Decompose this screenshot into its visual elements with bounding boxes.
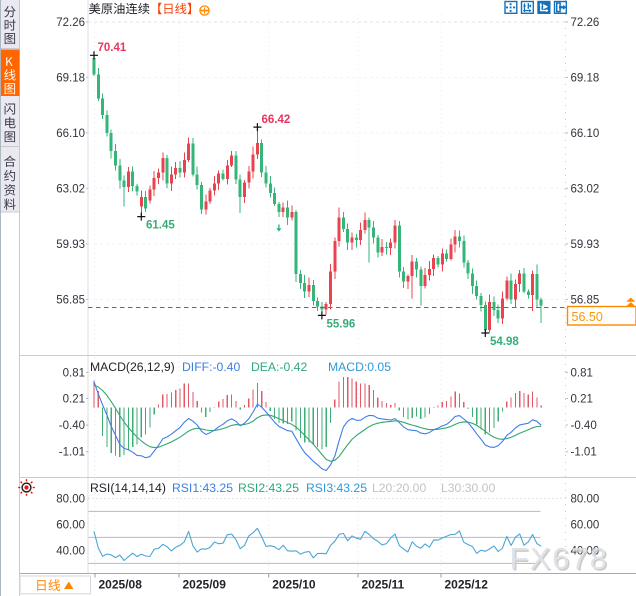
svg-text:FX678: FX678 (510, 541, 609, 576)
svg-text:0.81: 0.81 (571, 367, 593, 379)
svg-text:69.18: 69.18 (56, 72, 85, 84)
svg-text:FX678: FX678 (511, 543, 610, 578)
svg-text:72.26: 72.26 (571, 17, 600, 29)
svg-text:MACD(26,12,9): MACD(26,12,9) (90, 360, 175, 374)
svg-text:RSI(14,14,14): RSI(14,14,14) (90, 481, 166, 495)
svg-text:60.00: 60.00 (571, 519, 600, 531)
svg-text:RSI1:43.25: RSI1:43.25 (172, 481, 233, 495)
svg-text:63.02: 63.02 (571, 183, 600, 195)
svg-text:69.18: 69.18 (571, 72, 600, 84)
svg-text:2025/12: 2025/12 (445, 578, 489, 592)
svg-text:L20:20.00: L20:20.00 (372, 481, 426, 495)
svg-text:2025/09: 2025/09 (183, 578, 227, 592)
svg-text:66.10: 66.10 (56, 128, 85, 140)
svg-text:70.41: 70.41 (98, 42, 127, 54)
svg-text:40.00: 40.00 (571, 545, 600, 557)
svg-text:56.85: 56.85 (56, 294, 85, 306)
svg-text:L30:30.00: L30:30.00 (441, 481, 495, 495)
svg-text:56.50: 56.50 (572, 310, 603, 324)
svg-text:54.98: 54.98 (490, 336, 519, 348)
svg-text:-0.40: -0.40 (59, 420, 85, 432)
svg-text:59.93: 59.93 (571, 239, 600, 251)
svg-text:63.02: 63.02 (56, 183, 85, 195)
svg-text:59.93: 59.93 (56, 239, 85, 251)
svg-text:MACD:0.05: MACD:0.05 (328, 360, 391, 374)
svg-text:61.45: 61.45 (146, 220, 175, 232)
svg-text:0.81: 0.81 (63, 367, 85, 379)
svg-text:RSI2:43.25: RSI2:43.25 (238, 481, 299, 495)
svg-text:2025/11: 2025/11 (362, 578, 405, 592)
svg-text:72.26: 72.26 (56, 17, 85, 29)
svg-text:DEA:-0.42: DEA:-0.42 (251, 360, 307, 374)
svg-text:-1.01: -1.01 (59, 447, 85, 459)
svg-text:2025/08: 2025/08 (99, 578, 143, 592)
svg-text:0.21: 0.21 (571, 394, 593, 406)
svg-text:55.96: 55.96 (327, 319, 356, 331)
svg-text:66.10: 66.10 (571, 128, 600, 140)
svg-text:2025/10: 2025/10 (272, 578, 316, 592)
svg-text:-0.40: -0.40 (571, 420, 597, 432)
svg-text:60.00: 60.00 (56, 519, 85, 531)
svg-text:RSI3:43.25: RSI3:43.25 (306, 481, 367, 495)
svg-text:80.00: 80.00 (56, 493, 85, 505)
svg-text:80.00: 80.00 (571, 493, 600, 505)
svg-text:0.21: 0.21 (63, 394, 85, 406)
svg-text:56.85: 56.85 (571, 294, 600, 306)
svg-text:DIFF:-0.40: DIFF:-0.40 (182, 360, 240, 374)
svg-text:-1.01: -1.01 (571, 447, 597, 459)
svg-text:66.42: 66.42 (262, 114, 291, 126)
svg-text:40.00: 40.00 (56, 545, 85, 557)
